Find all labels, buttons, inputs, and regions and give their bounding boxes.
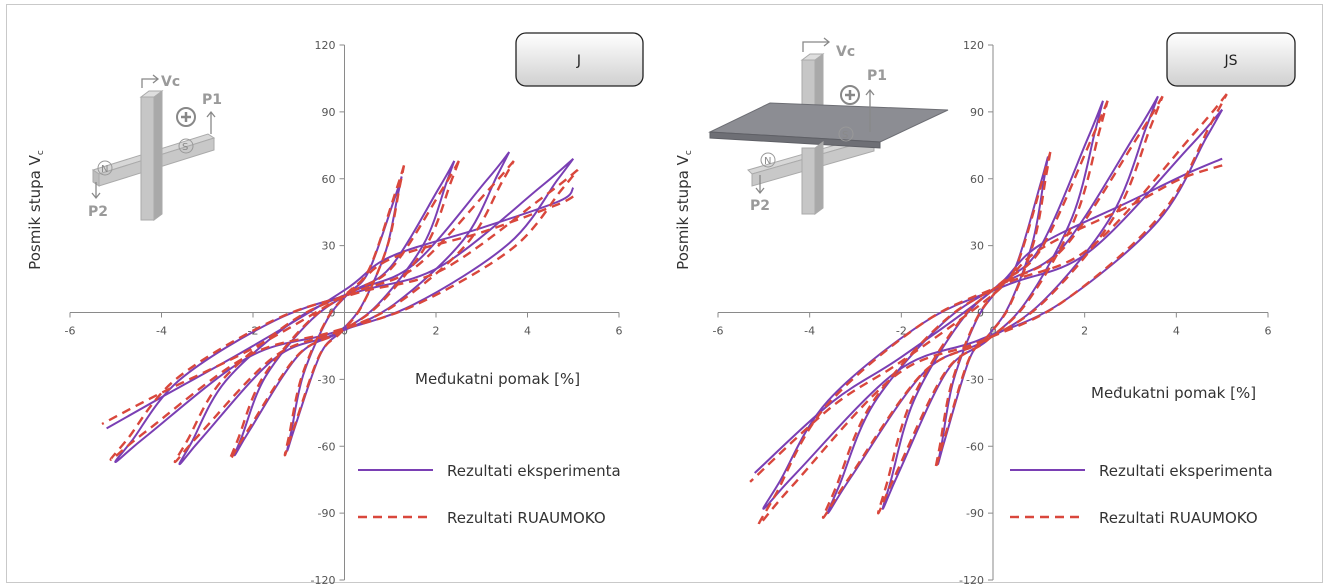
x-tick-label: 4 — [524, 325, 531, 338]
p2-label: P2 — [88, 204, 108, 220]
node-s-label: S — [182, 142, 188, 153]
hysteresis-loop-4 — [114, 157, 575, 463]
x-tick-label: 4 — [1173, 325, 1180, 338]
curves — [101, 151, 579, 466]
node-s-label: S — [842, 130, 848, 141]
legend: Rezultati eksperimenta Rezultati RUAUMOK… — [358, 462, 621, 527]
s-circle-icon — [178, 138, 194, 154]
envelope-curve — [101, 195, 574, 426]
x-axis-label: Međukatni pomak [%] — [415, 370, 580, 388]
p1-arrow-icon — [206, 110, 216, 134]
y-tick-label: 60 — [322, 173, 336, 186]
y-axis-label: Posmik stupa Vc — [26, 150, 46, 270]
series-ruaumoko — [749, 93, 1228, 526]
x-tick-label: 2 — [433, 325, 440, 338]
envelope-curve — [749, 164, 1223, 483]
node-n-label: N — [764, 156, 771, 167]
legend-label-experiment: Rezultati eksperimenta — [1099, 462, 1273, 480]
x-tick-label: 6 — [616, 325, 623, 338]
y-tick-label: 120 — [963, 39, 984, 52]
hysteresis-loop-2 — [881, 100, 1104, 510]
vc-arrow-icon — [802, 37, 831, 52]
p2-label: P2 — [750, 198, 770, 214]
hysteresis-loop-4 — [757, 93, 1228, 526]
node-n-label: N — [101, 164, 108, 175]
y-tick-label: 30 — [970, 240, 984, 253]
hysteresis-loop-2 — [876, 100, 1109, 515]
x-tick-label: 0 — [990, 325, 997, 338]
x-tick-label: -4 — [156, 325, 167, 338]
legend-label-experiment: Rezultati eksperimenta — [447, 462, 621, 480]
curves — [749, 93, 1228, 526]
y-axis-label-subscript: c — [684, 150, 694, 155]
p1-arrow-icon — [865, 88, 875, 132]
vc-arrow-icon — [141, 74, 160, 88]
y-tick-label: 90 — [322, 106, 336, 119]
y-tick-label: -90 — [318, 507, 336, 520]
hysteresis-loop-3 — [821, 95, 1164, 519]
panel-label-box — [515, 32, 644, 87]
series-experiment — [106, 151, 575, 466]
y-tick-label: -60 — [318, 440, 336, 453]
y-tick-label: 30 — [322, 240, 336, 253]
joint-diagram: N S Vc P1 P2 — [88, 74, 222, 221]
svg-text:N: N — [101, 164, 108, 175]
y-axis-label-subscript: c — [36, 150, 46, 155]
y-tick-label: 60 — [970, 173, 984, 186]
envelope-curve — [754, 157, 1223, 474]
vc-label: Vc — [161, 74, 180, 90]
envelope-curve — [106, 186, 575, 430]
y-tick-label: -60 — [966, 440, 984, 453]
p1-label: P1 — [202, 92, 222, 108]
y-tick-label: -30 — [966, 373, 984, 386]
legend-label-ruaumoko: Rezultati RUAUMOKO — [1099, 509, 1258, 527]
legend-label-ruaumoko: Rezultati RUAUMOKO — [447, 509, 606, 527]
n-circle-icon — [760, 152, 776, 168]
hysteresis-loop-1 — [283, 165, 406, 457]
plus-circle-icon — [840, 85, 860, 105]
hysteresis-loop-4 — [762, 108, 1224, 510]
hysteresis-loop-2 — [228, 160, 461, 461]
y-tick-label: 120 — [315, 39, 336, 52]
figure-frame — [6, 4, 1323, 583]
plus-circle-icon — [176, 107, 196, 127]
joint-slab-diagram: N S Vc P1 P2 — [708, 37, 949, 215]
y-axis-label: Posmik stupa Vc — [674, 150, 694, 270]
x-tick-label: -6 — [713, 325, 724, 338]
x-tick-label: -6 — [65, 325, 76, 338]
y-tick-label: 90 — [970, 106, 984, 119]
hysteresis-loop-4 — [109, 168, 579, 461]
hysteresis-loop-1 — [934, 151, 1052, 470]
p2-arrow-icon — [91, 182, 101, 200]
x-tick-label: 6 — [1265, 325, 1272, 338]
y-tick-label: -120 — [959, 574, 984, 587]
panel-label-box — [1166, 32, 1296, 87]
x-tick-label: -2 — [896, 325, 907, 338]
p2-arrow-icon — [755, 175, 765, 195]
y-tick-label: -90 — [966, 507, 984, 520]
panel-label: JS — [1223, 53, 1237, 69]
x-tick-label: 2 — [1081, 325, 1088, 338]
series-ruaumoko — [101, 160, 579, 464]
vc-label: Vc — [836, 44, 855, 60]
p1-label: P1 — [867, 68, 887, 84]
panel-label: J — [576, 53, 581, 69]
y-tick-label: -30 — [318, 373, 336, 386]
n-circle-icon — [97, 160, 113, 176]
x-axis-label: Međukatni pomak [%] — [1091, 384, 1256, 402]
y-tick-label: -120 — [311, 574, 336, 587]
legend: Rezultati eksperimenta Rezultati RUAUMOK… — [1010, 462, 1273, 527]
x-tick-label: -4 — [804, 325, 815, 338]
s-circle-icon — [838, 126, 854, 142]
